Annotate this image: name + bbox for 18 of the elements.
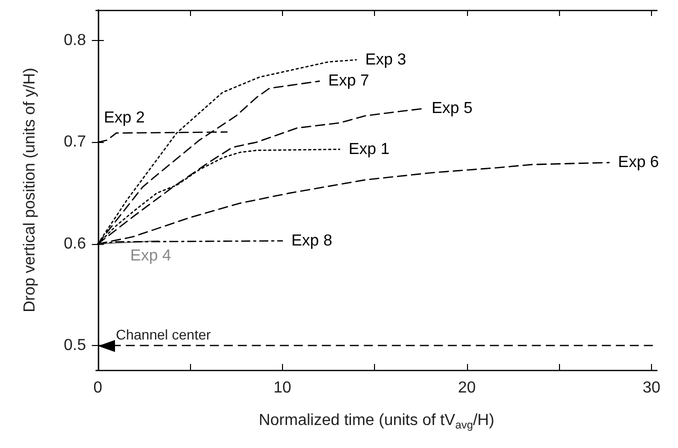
- y-axis-title: Drop vertical position (units of y/H): [22, 68, 38, 312]
- y-tick-label: 0.8: [64, 32, 86, 50]
- x-tick-label: 10: [273, 380, 292, 396]
- y-tick-label: 0.6: [64, 235, 86, 252]
- series-label: Exp 2: [104, 110, 145, 127]
- y-tick-label: 0.7: [64, 134, 86, 151]
- series-label: Exp 7: [328, 72, 370, 90]
- series-label: Exp 6: [618, 154, 660, 172]
- series-label: Exp 3: [365, 51, 406, 68]
- x-tick-label: 20: [458, 380, 476, 396]
- y-tick-label: 0.5: [64, 337, 86, 354]
- series-label: Exp 4: [130, 247, 172, 264]
- series-label: Exp 1: [348, 140, 390, 158]
- series-label: Exp 8: [291, 232, 332, 250]
- ref-line-label: Channel center: [116, 326, 212, 343]
- x-tick-label: 30: [642, 380, 660, 396]
- x-tick-label: 0: [93, 380, 102, 396]
- series-label: Exp 5: [432, 100, 473, 118]
